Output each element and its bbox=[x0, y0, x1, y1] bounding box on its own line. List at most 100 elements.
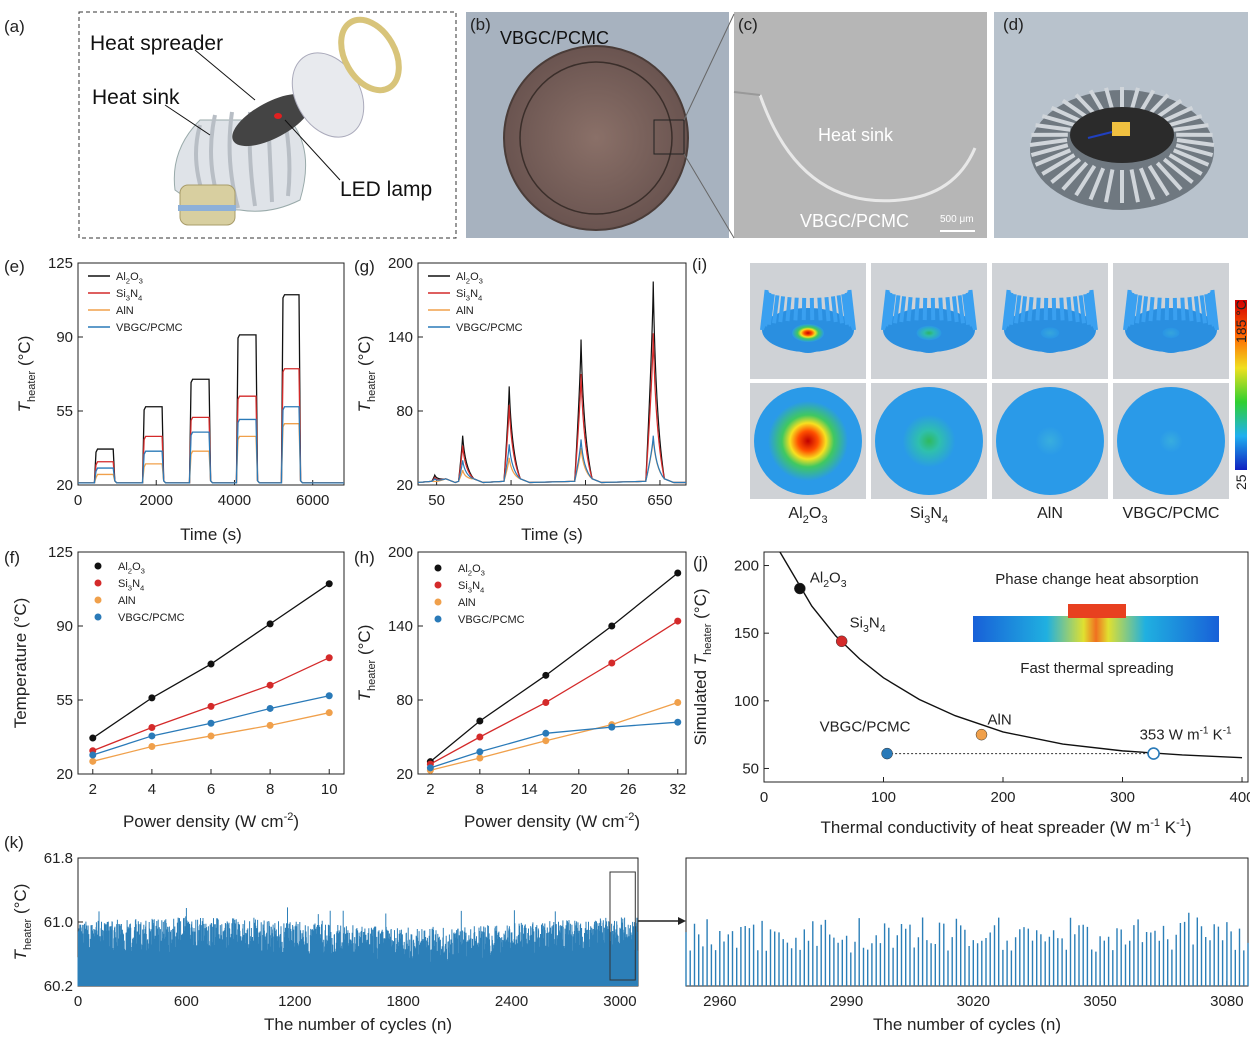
x-tick-label: 1200 bbox=[278, 993, 311, 1010]
data-point bbox=[542, 699, 549, 706]
data-point bbox=[148, 732, 155, 739]
heat-sink-fin bbox=[908, 297, 910, 321]
heat-sink-fin bbox=[787, 297, 789, 321]
x-tick-label: 600 bbox=[174, 993, 199, 1010]
heat-sink-base bbox=[1157, 337, 1185, 353]
x-axis-label: Time (s) bbox=[521, 525, 583, 544]
data-point bbox=[476, 717, 483, 724]
y-axis-label: Simulated Theater (°C) bbox=[691, 588, 714, 745]
heat-sink-fin bbox=[1189, 297, 1191, 321]
heat-sink-fin bbox=[833, 296, 836, 322]
x-tick-label: 14 bbox=[521, 781, 538, 798]
heat-sink-fin bbox=[901, 296, 904, 322]
heat-sink-fin bbox=[1196, 296, 1199, 322]
data-point bbox=[326, 692, 333, 699]
heat-sink-base bbox=[1036, 337, 1064, 353]
data-point bbox=[208, 732, 215, 739]
panel-c-sem: (c) Heat sink VBGC/PCMC 500 μm bbox=[684, 12, 987, 238]
data-point bbox=[608, 724, 615, 731]
panel-b-photo: (b) VBGC/PCMC bbox=[466, 12, 729, 238]
x-tick-label: 10 bbox=[321, 781, 338, 798]
x-tick-label: 4 bbox=[148, 781, 156, 798]
legend-label: VBGC/PCMC bbox=[116, 322, 183, 334]
callout-heat-spreader: Heat spreader bbox=[90, 32, 223, 55]
panel-f-label: (f) bbox=[4, 548, 20, 567]
point-label: AlN bbox=[988, 712, 1012, 729]
hotspot-3d bbox=[1041, 327, 1059, 338]
data-point bbox=[674, 699, 681, 706]
legend-label: Al2O3 bbox=[118, 561, 145, 575]
data-point bbox=[267, 620, 274, 627]
x-tick-label: 50 bbox=[428, 492, 445, 509]
heat-sink-fin bbox=[819, 298, 820, 321]
legend-label: Al2O3 bbox=[458, 563, 485, 577]
y-tick-label: 90 bbox=[56, 618, 73, 635]
callout-led-lamp: LED lamp bbox=[340, 178, 432, 201]
callout-heat-sink: Heat sink bbox=[92, 86, 180, 109]
point-label: Al2O3 bbox=[810, 570, 847, 591]
y-tick-label: 100 bbox=[734, 693, 759, 710]
panel-g-label: (g) bbox=[354, 257, 375, 276]
y-tick-label: 125 bbox=[48, 544, 73, 561]
panel-b-title: VBGC/PCMC bbox=[500, 28, 609, 48]
zoom-arrow-head bbox=[678, 917, 686, 925]
legend-label: Si3N4 bbox=[456, 288, 483, 302]
legend-label: Si3N4 bbox=[458, 580, 485, 594]
point-label: Si3N4 bbox=[850, 614, 886, 635]
data-point bbox=[608, 623, 615, 630]
colorbar-bottom-label: 25 bbox=[1233, 474, 1249, 490]
panel-e-label: (e) bbox=[4, 257, 25, 276]
heat-sink-fin bbox=[1075, 296, 1078, 322]
y-axis-label: Theater (°C) bbox=[11, 884, 34, 961]
heat-sink-fin bbox=[1029, 297, 1031, 321]
data-point bbox=[836, 636, 847, 647]
panel-i-label: (i) bbox=[692, 255, 707, 274]
data-point bbox=[608, 660, 615, 667]
data-point bbox=[208, 661, 215, 668]
x-axis-label: Power density (W cm-2) bbox=[123, 811, 299, 831]
panel-j-label: (j) bbox=[693, 553, 708, 572]
y-tick-label: 20 bbox=[56, 766, 73, 783]
x-tick-label: 4000 bbox=[218, 492, 251, 509]
x-tick-label: 2400 bbox=[495, 993, 528, 1010]
heat-sink-fin bbox=[1158, 298, 1159, 321]
heat-sink-fin bbox=[954, 296, 957, 322]
equivalent-point-label: 353 W m-1 K-1 bbox=[1140, 726, 1232, 744]
x-axis-label: Time (s) bbox=[180, 525, 242, 544]
legend-swatch bbox=[435, 565, 442, 572]
legend-label: Al2O3 bbox=[116, 271, 143, 285]
x-tick-label: 0 bbox=[74, 993, 82, 1010]
y-axis-label: Temperature (°C) bbox=[11, 598, 30, 729]
x-axis-label: The number of cycles (n) bbox=[264, 1015, 452, 1034]
x-tick-label: 6 bbox=[207, 781, 215, 798]
data-point bbox=[674, 719, 681, 726]
panel-c-text-bottom: VBGC/PCMC bbox=[800, 211, 909, 231]
chart-j: (j)010020030040050100150200Al2O3Si3N4AlN… bbox=[691, 525, 1250, 837]
x-tick-label: 1800 bbox=[386, 993, 419, 1010]
y-tick-label: 125 bbox=[48, 255, 73, 272]
x-axis-label: Thermal conductivity of heat spreader (W… bbox=[820, 817, 1191, 837]
legend-swatch bbox=[95, 597, 102, 604]
colorbar-top-label: 185 °C bbox=[1233, 300, 1249, 343]
material-label: Si3N4 bbox=[910, 505, 948, 526]
series-line bbox=[418, 333, 686, 482]
heat-sink-fin bbox=[947, 297, 949, 321]
panel-b-label: (b) bbox=[470, 15, 491, 34]
legend-label: Si3N4 bbox=[116, 288, 143, 302]
data-point bbox=[208, 703, 215, 710]
y-tick-label: 80 bbox=[396, 692, 413, 709]
data-point bbox=[89, 758, 96, 765]
equivalent-point bbox=[1148, 748, 1159, 759]
data-point bbox=[476, 748, 483, 755]
y-tick-label: 20 bbox=[396, 766, 413, 783]
data-point bbox=[148, 724, 155, 731]
zoom-x-axis-label: The number of cycles (n) bbox=[873, 1015, 1061, 1034]
data-point bbox=[89, 751, 96, 758]
data-point bbox=[476, 754, 483, 761]
heat-sink-fin bbox=[1150, 297, 1152, 321]
x-tick-label: 6000 bbox=[296, 492, 329, 509]
heat-sink-fin bbox=[1182, 298, 1183, 321]
y-tick-label: 80 bbox=[396, 403, 413, 420]
heat-sink-fin bbox=[1022, 296, 1025, 322]
